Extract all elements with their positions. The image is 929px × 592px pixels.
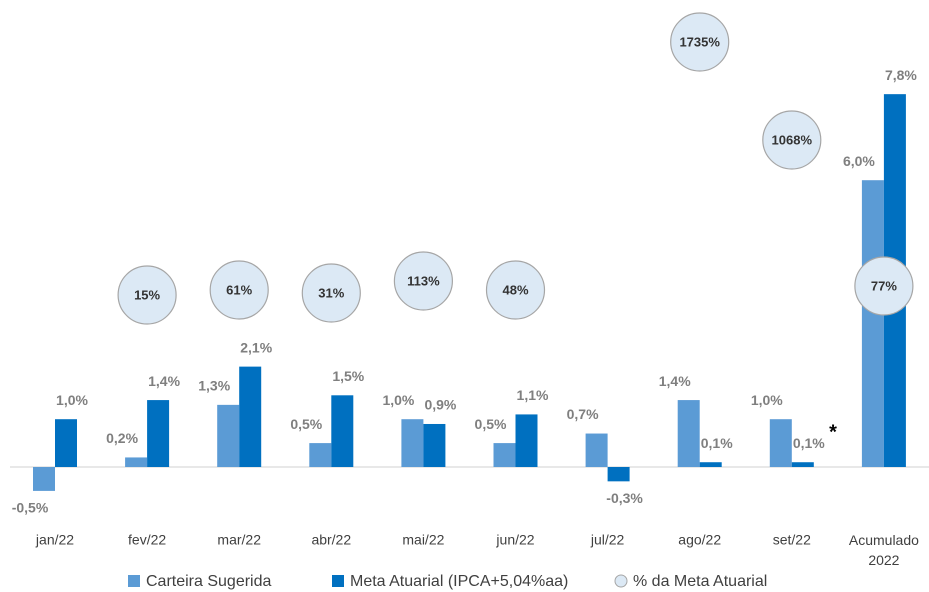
x-tick-label: fev/22 bbox=[128, 532, 166, 548]
bar bbox=[55, 419, 77, 467]
bubble-label: 15% bbox=[134, 287, 160, 302]
x-tick-label: mai/22 bbox=[402, 532, 444, 548]
bar bbox=[239, 366, 262, 467]
bar bbox=[423, 423, 446, 467]
value-label: 0,5% bbox=[475, 416, 507, 432]
bubble-label: 113% bbox=[407, 273, 440, 288]
value-label: 1,3% bbox=[198, 378, 230, 394]
bar bbox=[791, 462, 814, 467]
legend-swatch bbox=[332, 575, 344, 587]
value-label: 1,1% bbox=[517, 387, 549, 403]
bar bbox=[861, 180, 884, 467]
bubble-label: 31% bbox=[318, 285, 344, 300]
bubble bbox=[301, 263, 361, 323]
value-label: 1,0% bbox=[382, 392, 414, 408]
x-tick-label-line: Acumulado bbox=[849, 532, 919, 548]
value-label: 1,0% bbox=[751, 392, 783, 408]
value-label: 2,1% bbox=[240, 339, 272, 355]
value-label: 0,9% bbox=[424, 397, 456, 413]
bubble-label: 1735% bbox=[679, 34, 720, 49]
bar bbox=[217, 404, 240, 467]
annotation: * bbox=[829, 421, 837, 443]
bubble-label: 61% bbox=[226, 282, 252, 297]
value-label: 1,5% bbox=[332, 368, 364, 384]
bubble-label: 1068% bbox=[772, 132, 813, 147]
bubble bbox=[854, 256, 914, 316]
value-label: -0,3% bbox=[606, 490, 643, 506]
bar bbox=[309, 443, 332, 467]
bubble bbox=[670, 12, 730, 72]
legend-swatch bbox=[614, 574, 628, 588]
value-label: -0,5% bbox=[12, 500, 49, 516]
legend-label: Meta Atuarial (IPCA+5,04%aa) bbox=[350, 573, 568, 590]
x-tick-label: mar/22 bbox=[217, 532, 261, 548]
x-tick-label: jul/22 bbox=[590, 532, 625, 548]
value-label: 0,1% bbox=[701, 435, 733, 451]
bar bbox=[607, 467, 630, 482]
x-tick-label-line: 2022 bbox=[868, 552, 899, 568]
bubble-label: 48% bbox=[502, 282, 528, 297]
bar bbox=[515, 414, 538, 467]
value-label: 0,2% bbox=[106, 430, 138, 446]
bar bbox=[125, 457, 148, 467]
bar bbox=[769, 419, 792, 467]
bubble bbox=[485, 260, 546, 320]
bubble bbox=[117, 265, 177, 325]
value-label: 7,8% bbox=[885, 67, 917, 83]
value-label: 1,0% bbox=[56, 392, 88, 408]
bubble-label: 77% bbox=[871, 278, 897, 293]
x-tick-label: abr/22 bbox=[311, 532, 351, 548]
bar bbox=[33, 467, 55, 491]
value-label: 1,4% bbox=[659, 373, 691, 389]
value-label: 1,4% bbox=[148, 373, 180, 389]
x-tick-label: Acumulado 2022 bbox=[849, 532, 919, 568]
bubble bbox=[393, 251, 453, 311]
value-label: 0,1% bbox=[793, 435, 825, 451]
x-tick-label: set/22 bbox=[773, 532, 811, 548]
value-label: 6,0% bbox=[843, 153, 875, 169]
legend-label: Carteira Sugerida bbox=[146, 573, 272, 590]
bar bbox=[147, 400, 170, 467]
bar bbox=[331, 395, 354, 467]
bar bbox=[699, 462, 722, 467]
bar bbox=[677, 400, 700, 467]
value-label: 0,7% bbox=[567, 406, 599, 422]
bar bbox=[585, 433, 608, 467]
bubble bbox=[209, 260, 269, 320]
x-tick-label: jun/22 bbox=[495, 532, 534, 548]
x-tick-label: ago/22 bbox=[678, 532, 721, 548]
value-label: 0,5% bbox=[290, 416, 322, 432]
legend-label: % da Meta Atuarial bbox=[633, 573, 767, 590]
bubble bbox=[762, 110, 822, 170]
legend-swatch bbox=[128, 575, 140, 587]
bar bbox=[493, 443, 516, 467]
x-tick-label: jan/22 bbox=[35, 532, 74, 548]
bar bbox=[401, 419, 424, 467]
